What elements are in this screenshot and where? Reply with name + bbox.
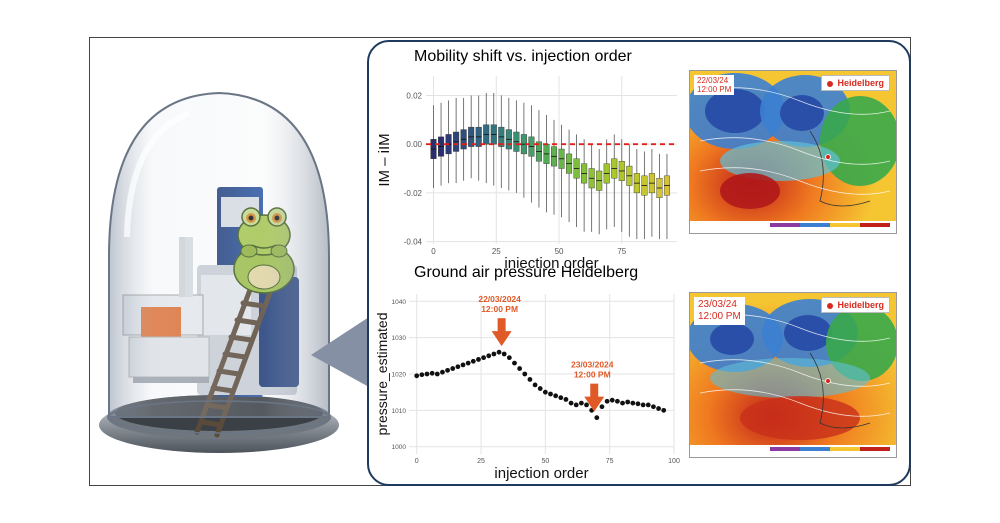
weather-map-top: 22/03/24 12:00 PM Heidelberg (689, 70, 897, 234)
x-tick-label: 50 (541, 458, 549, 465)
x-tick-label: 0 (431, 247, 436, 256)
data-point (465, 360, 471, 366)
data-point (620, 400, 625, 406)
pressure-map-bottom-graphic (690, 293, 896, 457)
data-point (645, 402, 651, 408)
map-bottom-legend: Heidelberg (821, 297, 890, 313)
y-tick-label: 1000 (392, 444, 407, 451)
annotation-date: 22/03/2024 (478, 294, 521, 304)
y-axis-label: pressure_estimated (374, 313, 390, 436)
map-bottom-date-label: 23/03/24 12:00 PM (694, 297, 745, 325)
data-point (481, 355, 487, 361)
bell-jar-illustration (99, 91, 369, 453)
x-tick-label: 25 (477, 458, 485, 465)
data-point (563, 397, 569, 402)
x-axis-label: injection order (504, 255, 598, 268)
annotation-date: 23/03/2024 (571, 360, 614, 370)
data-point (512, 360, 517, 366)
data-point (496, 349, 502, 355)
data-point (609, 397, 615, 403)
y-tick-label: 1020 (392, 372, 407, 379)
x-tick-label: 75 (606, 458, 614, 465)
y-tick-label: 1040 (392, 299, 407, 306)
data-point (558, 395, 564, 401)
data-point (414, 373, 420, 379)
x-axis-label: injection order (494, 465, 588, 482)
data-point (532, 382, 538, 388)
data-point (434, 371, 440, 377)
data-point (604, 398, 610, 404)
data-point (651, 404, 656, 410)
data-point (614, 398, 620, 404)
data-point (630, 400, 636, 406)
data-point (542, 389, 548, 395)
x-tick-label: 0 (415, 458, 419, 465)
y-tick-label: -0.04 (404, 238, 423, 247)
annotation-time: 12:00 PM (574, 370, 611, 380)
data-point (455, 364, 461, 370)
data-point (568, 400, 574, 406)
data-point (599, 404, 605, 410)
data-point (445, 367, 450, 373)
data-point (584, 402, 589, 408)
y-tick-label: 0.00 (406, 140, 422, 149)
data-point (640, 402, 646, 408)
x-tick-label: 25 (492, 247, 501, 256)
annotation-arrow-head (584, 396, 605, 412)
annotation-arrow-head (491, 331, 512, 347)
data-point (527, 377, 533, 382)
data-point (476, 357, 481, 362)
heidelberg-marker-icon (827, 302, 834, 309)
data-point (553, 393, 559, 399)
heidelberg-marker-icon (827, 80, 834, 87)
map-top-date-label: 22/03/24 12:00 PM (694, 75, 735, 95)
data-point (656, 406, 661, 411)
zoom-callout-wedge (311, 317, 369, 387)
data-point (470, 358, 476, 364)
glass-bell-jar-icon (108, 91, 330, 418)
x-tick-label: 75 (617, 247, 626, 256)
data-point (501, 351, 507, 357)
weather-map-bottom: 23/03/24 12:00 PM Heidelberg (689, 292, 897, 458)
data-point (506, 355, 512, 361)
data-point (450, 366, 456, 371)
data-point (594, 415, 600, 421)
chart-title-mobility: Mobility shift vs. injection order (414, 48, 632, 65)
data-point (548, 391, 553, 397)
results-panel: Mobility shift vs. injection order 0.02 0… (367, 40, 911, 486)
annotation-time: 12:00 PM (481, 304, 518, 314)
chart-title-pressure: Ground air pressure Heidelberg (414, 264, 639, 281)
data-point (424, 371, 430, 377)
y-tick-label: 0.02 (406, 91, 422, 100)
data-point (537, 386, 543, 391)
data-point (635, 401, 641, 407)
y-tick-label: -0.02 (404, 189, 423, 198)
data-point (522, 371, 528, 377)
data-point (486, 353, 492, 359)
data-point (578, 400, 584, 406)
data-point (491, 351, 497, 357)
data-point (573, 402, 579, 408)
annotation-arrow-shaft (590, 383, 599, 398)
data-point (419, 372, 425, 378)
data-point (440, 369, 445, 375)
data-point (661, 407, 667, 413)
data-point (429, 370, 435, 376)
data-point (460, 362, 466, 368)
annotation-arrow-shaft (497, 318, 506, 333)
x-tick-label: 100 (668, 458, 680, 465)
map-top-legend: Heidelberg (821, 75, 890, 91)
chart-ground-pressure: 1040 1030 1020 1010 1000 0 25 50 75 100 22/03/2024… (374, 294, 680, 482)
data-point (517, 366, 523, 371)
chart-mobility-shift: 0.02 0.00 -0.02 -0.04 0 25 50 75 injection order… (376, 76, 677, 268)
x-tick-label: 50 (555, 247, 564, 256)
y-tick-label: 1030 (392, 335, 407, 342)
y-tick-label: 1010 (392, 408, 407, 415)
data-point (625, 399, 631, 405)
y-axis-label: IM – iIM (376, 133, 393, 186)
pressure-map-top-graphic (690, 71, 896, 233)
